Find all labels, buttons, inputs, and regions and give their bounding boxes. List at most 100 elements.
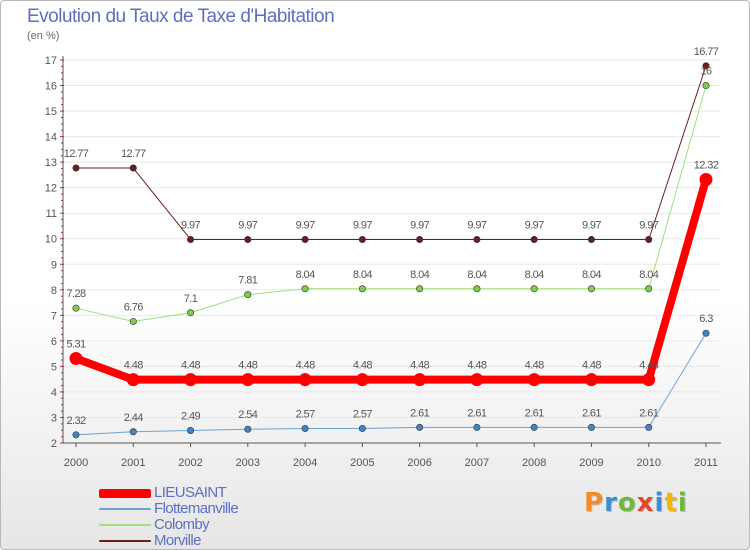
point-flottemanville bbox=[530, 423, 538, 431]
point-colomby bbox=[416, 285, 424, 293]
data-label-flottemanville: 2.61 bbox=[467, 407, 486, 419]
axes: 2 3 4 5 6 7 8 9 10 11 12 13 14 15 16 17 2000 2001 2002 2003… bbox=[45, 55, 721, 469]
point-morville bbox=[530, 235, 538, 243]
point-morville bbox=[129, 164, 137, 172]
data-label-flottemanville: 2.54 bbox=[238, 409, 257, 421]
data-label-morville: 9.97 bbox=[238, 219, 257, 231]
x-tick-label: 2006 bbox=[407, 457, 431, 469]
data-label-flottemanville: 2.61 bbox=[582, 407, 601, 419]
data-label-colomby: 8.04 bbox=[410, 269, 429, 281]
data-labels: 12.77 12.77 9.97 9.97 9.97 9.97 9.97 9.97 9.97 9.… bbox=[64, 46, 720, 427]
x-tick-label: 2009 bbox=[579, 457, 603, 469]
point-flottemanville bbox=[587, 423, 595, 431]
y-tick-label: 11 bbox=[46, 208, 57, 220]
point-colomby bbox=[244, 291, 252, 299]
data-label-morville: 9.97 bbox=[181, 219, 200, 231]
y-tick-label: 10 bbox=[45, 234, 57, 246]
point-flottemanville bbox=[187, 426, 195, 434]
data-label-colomby: 8.04 bbox=[296, 269, 315, 281]
point-morville bbox=[702, 62, 710, 70]
legend-label: Colomby bbox=[154, 516, 210, 533]
data-label-flottemanville: 6.3 bbox=[699, 313, 713, 325]
point-flottemanville bbox=[702, 329, 710, 337]
data-label-colomby: 8.04 bbox=[467, 269, 486, 281]
data-label-lieusaint: 4.48 bbox=[525, 360, 544, 372]
legend-label: LIEUSAINT bbox=[154, 484, 227, 501]
data-label-morville: 9.97 bbox=[639, 219, 658, 231]
data-label-morville: 12.77 bbox=[121, 148, 146, 160]
data-label-lieusaint: 4.48 bbox=[124, 360, 143, 372]
point-morville bbox=[358, 235, 366, 243]
data-label-lieusaint: 4.48 bbox=[181, 360, 200, 372]
logo-letter: o bbox=[617, 488, 637, 518]
legend-swatch bbox=[99, 489, 151, 498]
logo-letter: x bbox=[636, 488, 655, 518]
point-colomby bbox=[358, 285, 366, 293]
point-morville bbox=[416, 235, 424, 243]
point-flottemanville bbox=[244, 425, 252, 433]
point-flottemanville bbox=[416, 423, 424, 431]
point-colomby bbox=[72, 304, 80, 312]
data-label-lieusaint: 4.48 bbox=[296, 360, 315, 372]
point-colomby bbox=[473, 285, 481, 293]
y-unit-label: (en %) bbox=[27, 30, 60, 42]
x-tick-label: 2001 bbox=[121, 457, 145, 469]
data-label-colomby: 7.1 bbox=[184, 293, 198, 305]
point-colomby bbox=[645, 285, 653, 293]
y-tick-label: 13 bbox=[45, 157, 57, 169]
data-label-flottemanville: 2.44 bbox=[124, 412, 143, 424]
point-lieusaint bbox=[699, 172, 713, 186]
point-morville bbox=[187, 235, 195, 243]
data-label-colomby: 8.04 bbox=[353, 269, 372, 281]
y-tick-label: 2 bbox=[51, 438, 57, 450]
data-label-morville: 9.97 bbox=[582, 219, 601, 231]
y-tick-label: 14 bbox=[45, 132, 57, 144]
point-lieusaint bbox=[527, 373, 541, 387]
data-label-morville: 9.97 bbox=[525, 219, 544, 231]
legend-swatch bbox=[99, 524, 151, 526]
point-colomby bbox=[187, 309, 195, 317]
point-morville bbox=[645, 235, 653, 243]
x-tick-label: 2011 bbox=[694, 457, 718, 469]
point-lieusaint bbox=[642, 373, 656, 387]
x-tick-label: 2008 bbox=[522, 457, 546, 469]
y-tick-label: 15 bbox=[45, 106, 57, 118]
data-label-lieusaint: 4.48 bbox=[467, 360, 486, 372]
point-morville bbox=[72, 164, 80, 172]
proxiti-logo: Proxiti bbox=[584, 488, 688, 518]
data-label-lieusaint: 4.48 bbox=[410, 360, 429, 372]
data-label-lieusaint: 12.32 bbox=[694, 159, 719, 171]
data-label-lieusaint: 5.31 bbox=[66, 338, 85, 350]
x-tick-label: 2003 bbox=[236, 457, 260, 469]
point-flottemanville bbox=[473, 423, 481, 431]
x-tick-label: 2002 bbox=[178, 457, 202, 469]
data-label-colomby: 6.76 bbox=[124, 301, 143, 313]
x-tick-label: 2000 bbox=[64, 457, 88, 469]
series bbox=[69, 62, 713, 439]
x-tick-label: 2007 bbox=[465, 457, 489, 469]
point-lieusaint bbox=[413, 373, 427, 387]
point-lieusaint bbox=[126, 373, 140, 387]
point-colomby bbox=[702, 82, 710, 90]
point-morville bbox=[301, 235, 309, 243]
series-line-flottemanville bbox=[75, 332, 707, 436]
point-lieusaint bbox=[298, 373, 312, 387]
data-label-colomby: 16 bbox=[700, 66, 712, 78]
point-flottemanville bbox=[301, 424, 309, 432]
point-morville bbox=[473, 235, 481, 243]
data-label-morville: 9.97 bbox=[467, 219, 486, 231]
point-lieusaint bbox=[355, 373, 369, 387]
point-lieusaint bbox=[584, 373, 598, 387]
grid bbox=[63, 59, 721, 444]
point-colomby bbox=[530, 285, 538, 293]
point-colomby bbox=[129, 317, 137, 325]
logo-letter: P bbox=[584, 488, 605, 518]
y-tick-label: 6 bbox=[51, 336, 57, 348]
data-label-colomby: 8.04 bbox=[525, 269, 544, 281]
data-label-lieusaint: 4.48 bbox=[639, 360, 658, 372]
legend-swatch bbox=[99, 540, 151, 542]
y-tick-label: 9 bbox=[51, 259, 57, 271]
data-label-flottemanville: 2.61 bbox=[410, 407, 429, 419]
x-tick-label: 2004 bbox=[293, 457, 317, 469]
